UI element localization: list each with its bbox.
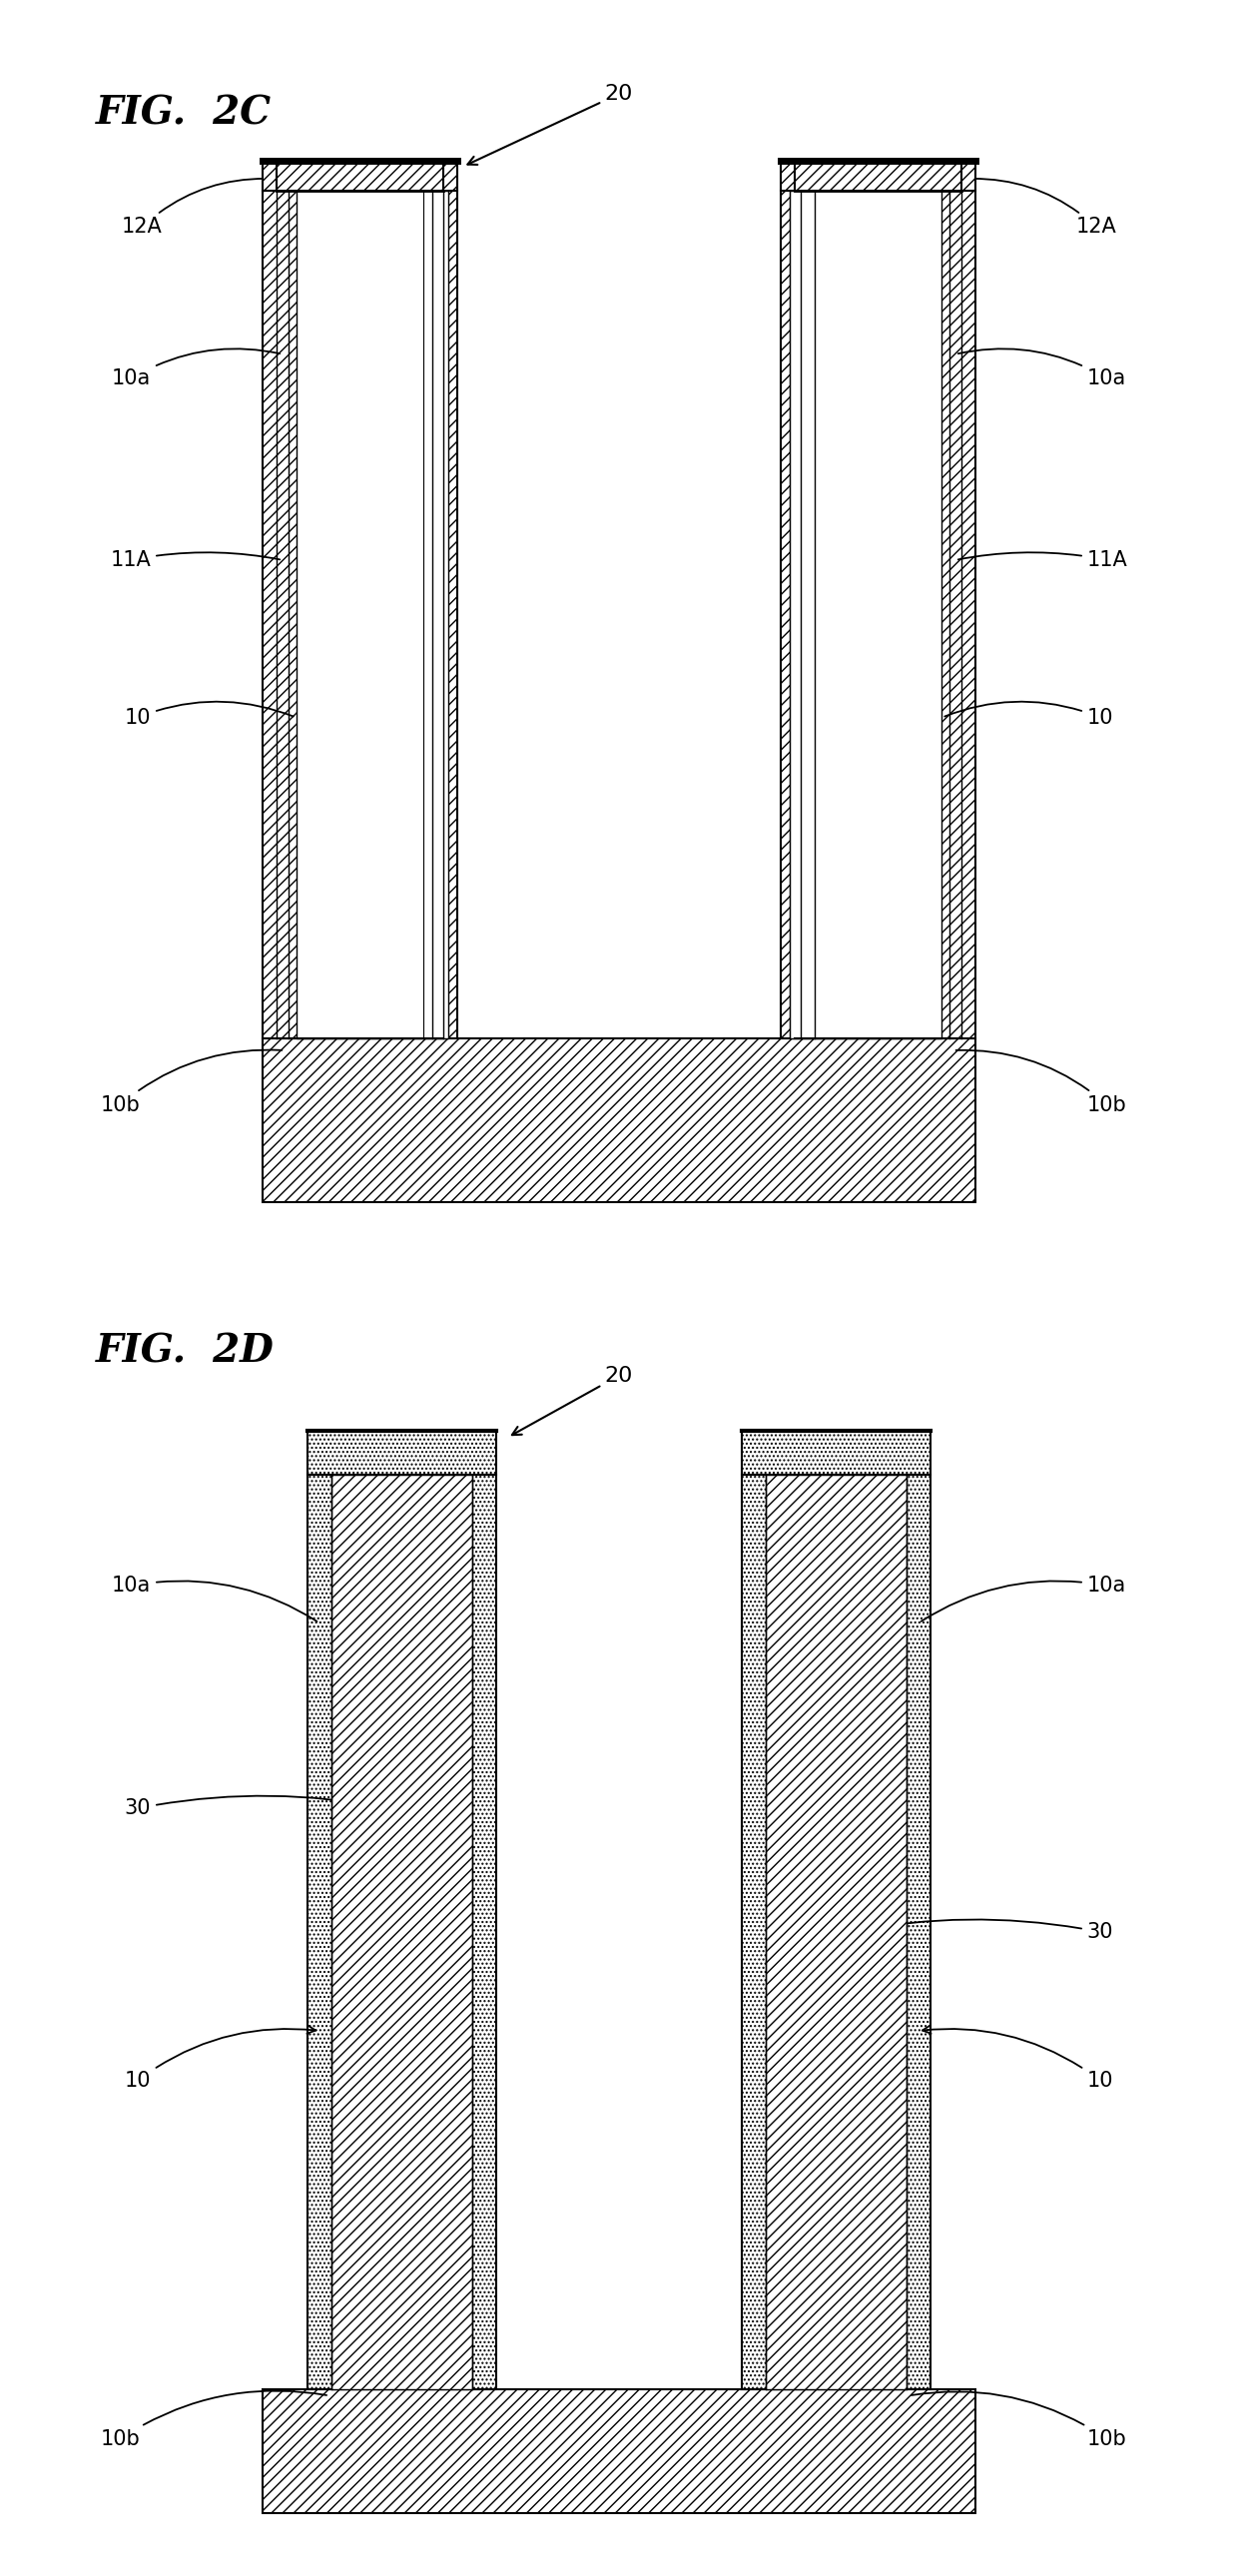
Text: FIG.  2C: FIG. 2C (95, 93, 271, 131)
Bar (262, 160, 457, 191)
Bar (781, 160, 976, 191)
Text: 10: 10 (945, 701, 1113, 726)
Text: 10b: 10b (911, 2391, 1127, 2450)
Text: 10b: 10b (100, 1051, 282, 1115)
Text: 10a: 10a (958, 348, 1127, 389)
Bar (332, 1473, 472, 2391)
Text: 10b: 10b (100, 2391, 327, 2450)
Bar (781, 191, 976, 1038)
Bar (790, 191, 941, 1038)
Text: 10: 10 (922, 2025, 1113, 2089)
Text: 12A: 12A (121, 178, 265, 237)
Text: 10a: 10a (111, 1577, 317, 1620)
Text: 20: 20 (513, 1365, 633, 1435)
Text: 20: 20 (468, 85, 633, 165)
Bar (307, 1432, 496, 1473)
Bar (766, 1473, 906, 2391)
Bar (742, 1432, 931, 1473)
Text: 10: 10 (125, 2025, 316, 2089)
Text: FIG.  2D: FIG. 2D (95, 1332, 274, 1370)
Text: 11A: 11A (958, 551, 1128, 569)
Text: 10a: 10a (921, 1577, 1127, 1620)
Bar (307, 1473, 496, 2391)
Bar (262, 191, 457, 1038)
Bar (742, 1473, 931, 2391)
Text: 10a: 10a (111, 348, 280, 389)
Text: 11A: 11A (110, 551, 280, 569)
Bar (262, 1038, 976, 1200)
Text: 30: 30 (125, 1795, 385, 1819)
Bar (297, 191, 448, 1038)
Text: 12A: 12A (973, 178, 1117, 237)
Text: 10b: 10b (956, 1051, 1127, 1115)
Bar (262, 2391, 976, 2514)
Text: 30: 30 (853, 1919, 1113, 1942)
Text: 10: 10 (125, 701, 293, 726)
